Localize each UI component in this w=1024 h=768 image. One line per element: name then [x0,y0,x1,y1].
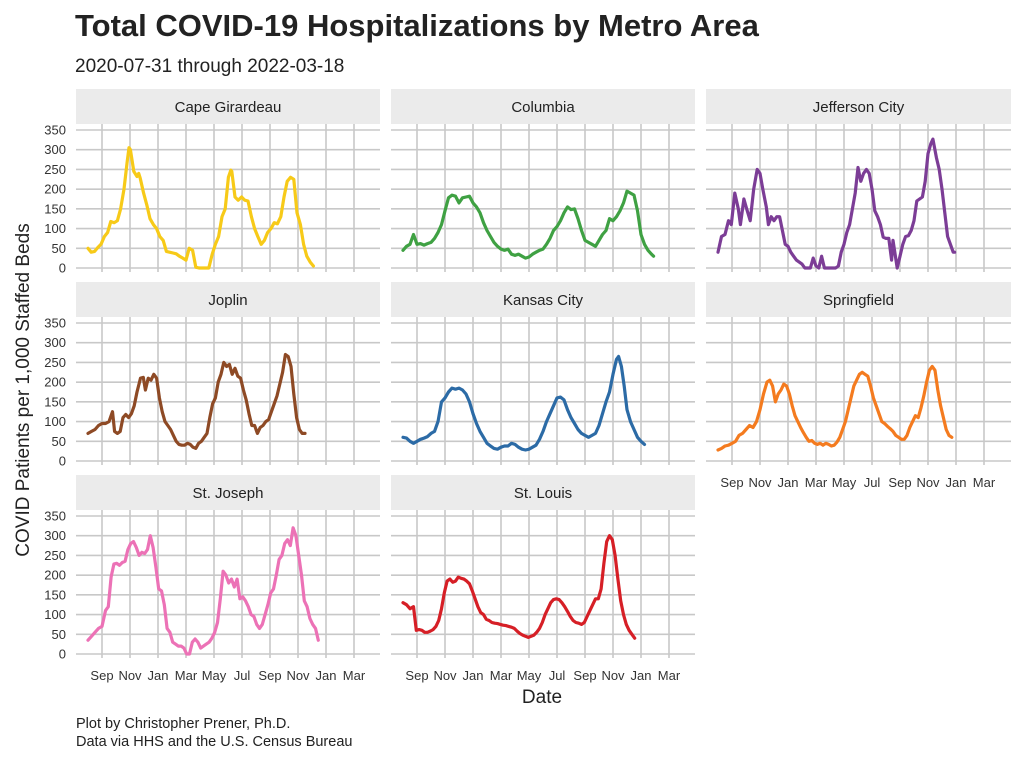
facet-strip-springfield [706,282,1011,317]
y-tick-label: 0 [59,261,66,276]
x-tick-label: Sep [888,475,911,490]
x-tick-label: Mar [490,668,513,683]
facet-label-st-joseph: St. Joseph [193,485,264,502]
x-tick-label: Jan [778,475,799,490]
facet-label-springfield: Springfield [823,292,894,309]
y-tick-label: 0 [59,454,66,469]
y-tick-label: 100 [44,607,66,622]
y-tick-label: 250 [44,548,66,563]
x-tick-label: Sep [405,668,428,683]
y-tick-label: 200 [44,182,66,197]
facet-strip-st-louis [391,475,695,510]
y-tick-label: 300 [44,528,66,543]
x-tick-label: Sep [90,668,113,683]
series-line-cape-girardeau [86,146,315,270]
x-tick-label: Mar [658,668,681,683]
facet-strip-joplin [76,282,380,317]
facet-label-st-louis: St. Louis [514,485,572,502]
y-tick-label: 150 [44,201,66,216]
x-tick-label: Nov [601,668,625,683]
x-tick-label: May [202,668,227,683]
x-tick-label: Jul [234,668,251,683]
x-tick-label: Sep [720,475,743,490]
y-tick-label: 250 [44,355,66,370]
series-line-kansas-city [401,354,647,452]
facet-label-columbia: Columbia [511,99,575,116]
x-tick-label: Jan [946,475,967,490]
x-tick-label: Nov [433,668,457,683]
facet-label-cape-girardeau: Cape Girardeau [175,99,282,116]
y-tick-label: 350 [44,123,66,138]
x-tick-label: Sep [258,668,281,683]
x-tick-label: Nov [286,668,310,683]
y-tick-label: 50 [52,627,66,642]
y-tick-label: 150 [44,587,66,602]
y-tick-label: 100 [44,414,66,429]
facet-strip-cape-girardeau [76,89,380,124]
y-tick-label: 350 [44,316,66,331]
x-axis-title: Date [522,687,562,708]
x-tick-label: Nov [118,668,142,683]
facet-strip-st-joseph [76,475,380,510]
y-tick-label: 300 [44,142,66,157]
facet-strip-kansas-city [391,282,695,317]
facet-strip-columbia [391,89,695,124]
x-tick-label: May [517,668,542,683]
x-tick-label: Jul [864,475,881,490]
x-tick-label: Mar [343,668,366,683]
facet-label-kansas-city: Kansas City [503,292,584,309]
facet-label-joplin: Joplin [208,292,247,309]
x-tick-label: Mar [805,475,828,490]
series-line-jefferson-city [716,137,957,270]
x-tick-label: Mar [175,668,198,683]
x-tick-label: Jan [463,668,484,683]
x-tick-label: Nov [748,475,772,490]
x-tick-label: Jan [316,668,337,683]
facet-strip-jefferson-city [706,89,1011,124]
y-tick-label: 350 [44,509,66,524]
x-tick-label: Jan [148,668,169,683]
y-tick-label: 150 [44,394,66,409]
x-tick-label: Jan [631,668,652,683]
chart-subtitle: 2020-07-31 through 2022-03-18 [75,56,345,77]
y-tick-label: 0 [59,647,66,662]
x-tick-label: May [832,475,857,490]
x-tick-label: Mar [973,475,996,490]
y-tick-label: 300 [44,335,66,350]
y-tick-label: 50 [52,434,66,449]
caption-source: Data via HHS and the U.S. Census Bureau [76,734,353,750]
series-line-springfield [716,364,954,452]
y-tick-label: 50 [52,241,66,256]
y-axis-title: COVID Patients per 1,000 Staffed Beds [13,223,34,556]
caption-author: Plot by Christopher Prener, Ph.D. [76,716,291,732]
series-line-st-louis [401,534,637,640]
series-line-joplin [86,352,307,450]
x-tick-label: Jul [549,668,566,683]
x-tick-label: Sep [573,668,596,683]
x-tick-label: Nov [916,475,940,490]
series-line-st-joseph [86,526,320,656]
y-tick-label: 200 [44,568,66,583]
y-tick-label: 100 [44,221,66,236]
facet-label-jefferson-city: Jefferson City [813,99,905,116]
y-tick-label: 250 [44,162,66,177]
chart-title: Total COVID-19 Hospitalizations by Metro… [75,8,759,43]
series-line-columbia [401,189,656,260]
y-tick-label: 200 [44,375,66,390]
